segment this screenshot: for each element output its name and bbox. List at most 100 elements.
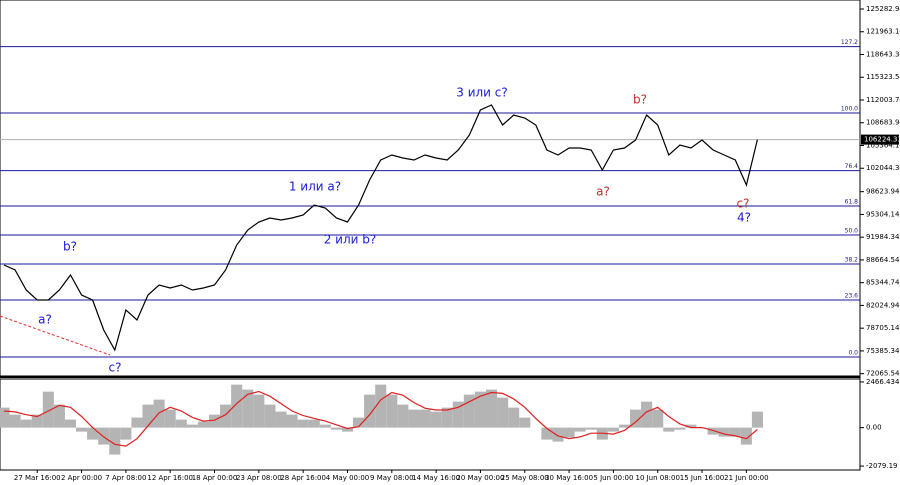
y-tick-label: 118643.34 [866,50,900,58]
macd-bar [364,394,376,428]
x-tick-label: 5 Jun 00:00 [593,474,633,482]
x-tick-label: 10 Jun 08:00 [635,474,679,482]
macd-bar [441,407,453,428]
macd-bar [740,427,752,445]
macd-bar [208,414,221,428]
wave-label: 4? [737,211,751,225]
macd-bar [131,417,143,428]
macd-bar [242,389,254,428]
fib-label: 38.2 [845,256,859,263]
macd-bar [751,411,763,428]
y-tick-label: 125282.94 [866,5,900,13]
macd-bar [120,427,132,440]
macd-bar [630,409,642,428]
y-tick-label: 121963.14 [866,28,900,36]
macd-bar [585,427,597,430]
y-tick-label: 2466.434 [866,378,900,386]
wave-label: 1 или a? [289,180,341,194]
macd-bar [297,419,309,428]
fib-label: 23.6 [845,292,859,299]
macd-bar [319,424,331,428]
macd-bar [76,427,88,432]
x-tick-label: 20 May 00:00 [456,474,504,482]
y-tick-label: 112003.74 [866,96,900,104]
x-tick-label: 28 Apr 16:00 [280,474,326,482]
macd-bar [563,427,575,438]
macd-bar [463,394,475,428]
macd-bar [308,419,320,428]
macd-bar [175,419,187,428]
macd-bar [707,427,719,435]
macd-bar [430,411,442,428]
wave-label: b? [633,93,647,107]
y-tick-label: 85344.74 [866,279,900,287]
fib-label: 127.2 [841,39,858,46]
macd-bar [386,394,398,428]
macd-bar [729,427,741,437]
x-tick-label: 15 Jun 16:00 [680,474,724,482]
price-line [3,104,758,352]
macd-bar [9,414,21,428]
macd-bar [541,427,553,440]
macd-bar [618,424,631,428]
y-tick-label: 82024.94 [866,301,900,309]
macd-bar [718,427,730,437]
x-tick-label: 9 May 08:00 [370,474,414,482]
x-tick-label: 27 Mar 16:00 [14,474,61,482]
macd-bar [519,417,531,428]
macd-bar [197,421,209,428]
macd-bar [574,427,586,432]
macd-bar [186,424,198,428]
fib-label: 76.4 [845,163,859,170]
wave-label: a? [38,313,52,327]
fib-label: 61.8 [845,198,859,205]
wave-label: a? [596,185,610,199]
macd-bar [286,414,298,428]
macd-bar [275,411,287,428]
current-price-label: 106224.31 [864,136,900,144]
macd-bar [109,427,121,455]
wave-label: 3 или c? [456,86,508,100]
x-tick-label: 12 Apr 16:00 [147,474,193,482]
macd-bar [685,424,697,428]
x-tick-label: 23 Apr 08:00 [236,474,282,482]
macd-bar [31,414,43,428]
macd-bar [497,397,509,428]
macd-bar [485,389,498,428]
macd-bar [53,404,65,428]
y-tick-label: 75385.34 [866,347,900,355]
y-tick-label: 102044.34 [866,164,900,172]
macd-bar [607,427,619,432]
macd-bar [397,404,409,428]
macd-bar [408,409,420,428]
macd-bar [87,427,99,440]
fib-label: 50.0 [845,228,859,235]
x-tick-label: 30 May 16:00 [545,474,593,482]
macd-bar [264,404,276,428]
macd-bar [641,401,653,428]
x-tick-label: 2 Apr 00:00 [61,474,102,482]
macd-bar [552,427,564,442]
macd-bar [220,404,232,428]
y-tick-label: 72065.54 [866,370,900,378]
x-tick-label: 7 Apr 08:00 [105,474,146,482]
macd-bar [419,409,431,428]
y-tick-label: 105364.14 [866,141,900,149]
macd-bar [375,384,387,428]
macd-bar [42,391,54,428]
x-tick-label: 18 Apr 00:00 [192,474,238,482]
y-tick-label: 78705.14 [866,324,900,332]
x-tick-label: 25 May 08:00 [501,474,549,482]
macd-bar [508,407,520,428]
macd-bar [64,419,77,428]
macd-bar [330,427,342,430]
wave-label: c? [737,197,750,211]
macd-bar [98,427,110,445]
macd-bar [142,404,154,428]
main-panel [0,0,861,377]
macd-bar [474,391,486,428]
y-tick-label: 98623.94 [866,188,900,196]
y-tick-label: 115323.54 [866,73,900,81]
y-tick-label: 88664.54 [866,256,900,264]
